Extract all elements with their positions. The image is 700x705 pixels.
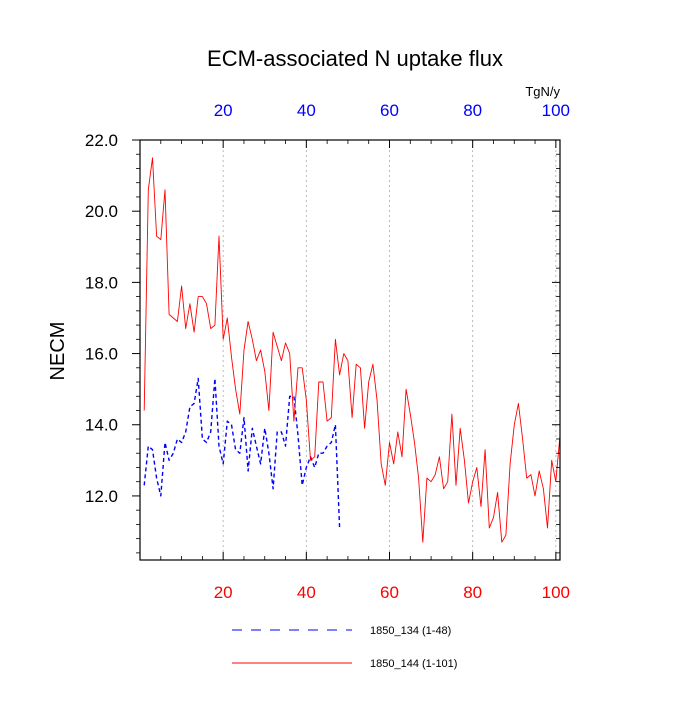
top-axis-unit-label: TgN/y	[525, 84, 560, 99]
legend-entry: 1850_134 (1-48)	[370, 625, 451, 637]
tick-labels: 20 40 60 80 100 20 40 60 80 100 12.0 14.0 16.0 18.0 20…	[85, 101, 570, 602]
legend-entry: 1850_144 (1-101)	[370, 658, 457, 670]
plot-frame	[139, 139, 561, 561]
x-tick-label-top: 20	[214, 101, 233, 120]
legend: 1850_134 (1-48) 1850_144 (1-101)	[232, 625, 457, 670]
x-tick-label-top: 80	[463, 101, 482, 120]
axis-ticks	[132, 139, 560, 560]
y-tick-label: 18.0	[85, 273, 118, 292]
x-tick-label-top: 40	[297, 101, 316, 120]
y-tick-label: 22.0	[85, 131, 118, 150]
y-tick-label: 20.0	[85, 202, 118, 221]
x-tick-label-bottom: 100	[542, 583, 570, 602]
series-layer	[143, 157, 561, 543]
series-line-1850-134-1-48	[143, 377, 341, 529]
x-tick-label-bottom: 80	[463, 583, 482, 602]
chart-title: ECM-associated N uptake flux	[207, 46, 503, 71]
x-tick-label-bottom: 40	[297, 583, 316, 602]
x-tick-label-bottom: 60	[380, 583, 399, 602]
x-tick-label-top: 100	[542, 101, 570, 120]
y-tick-label: 12.0	[85, 487, 118, 506]
grid-lines	[222, 140, 557, 560]
y-tick-label: 14.0	[85, 416, 118, 435]
x-tick-label-top: 60	[380, 101, 399, 120]
y-axis-title: NECM	[47, 322, 69, 381]
y-tick-label: 16.0	[85, 345, 118, 364]
series-line-1850-144-1-101	[143, 157, 561, 543]
x-tick-label-bottom: 20	[214, 583, 233, 602]
